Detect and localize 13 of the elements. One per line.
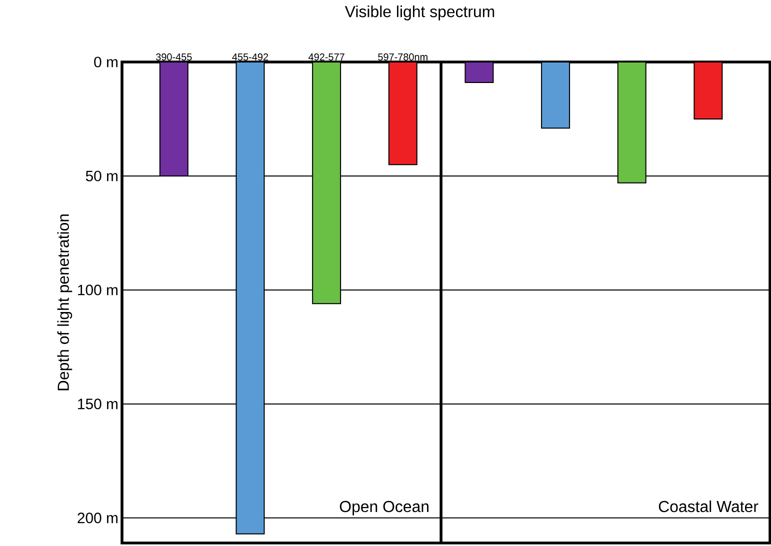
chart-title: Visible light spectrum (344, 6, 494, 20)
annotation: Open Ocean (340, 500, 428, 516)
y-tick-label: 100 m (78, 284, 118, 296)
x-tick-label: 597-780nm (378, 53, 428, 60)
y-tick-label: 0 m (94, 56, 118, 68)
y-tick-label: 150 m (78, 398, 118, 410)
x-tick-label: 492-577 (308, 53, 344, 60)
y-tick-label: 200 m (78, 512, 118, 524)
y-axis-title: Depth of light penetration (57, 214, 72, 390)
x-tick-label: 455-492 (232, 53, 268, 60)
x-tick-label: 390-455 (156, 53, 192, 60)
annotation: Coastal Water (658, 500, 758, 512)
y-tick-label: 50 m (86, 170, 118, 182)
